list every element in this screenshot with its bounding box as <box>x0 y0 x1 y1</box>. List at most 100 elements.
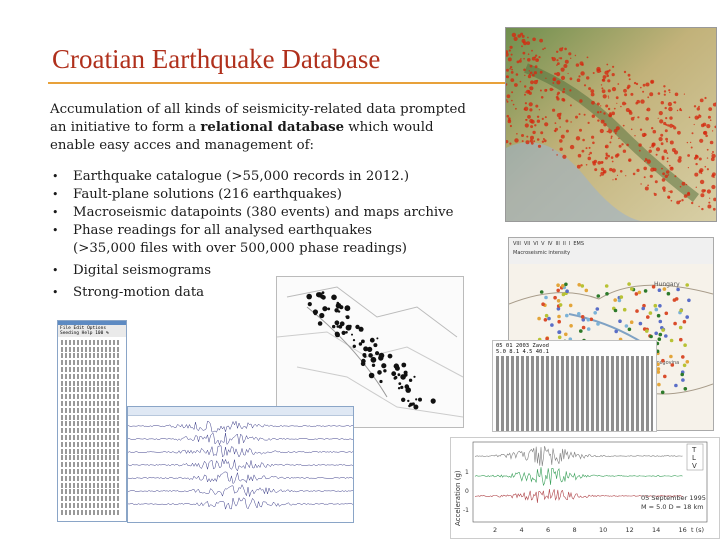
intensity-class: I <box>568 241 571 247</box>
earthquake-dot <box>673 101 677 104</box>
phase-list-row <box>61 441 119 447</box>
intensity-datapoint <box>629 320 634 324</box>
earthquake-dot <box>583 113 586 116</box>
earthquake-dot <box>707 115 711 119</box>
intensity-datapoint <box>678 325 683 330</box>
menu-row-2[interactable]: Seeding Help 100 % <box>60 331 109 336</box>
earthquake-dot <box>551 57 556 62</box>
earthquake-dot <box>666 160 669 163</box>
intensity-datapoint <box>661 358 665 363</box>
earthquake-dot <box>695 162 698 166</box>
earthquake-dot <box>531 73 535 77</box>
earthquake-dot <box>613 128 618 133</box>
earthquake-dot <box>511 68 513 71</box>
fault-plane-marker <box>358 342 363 346</box>
earthquake-dot <box>610 135 613 138</box>
phase-list-row <box>61 448 119 454</box>
epicenter-map <box>505 27 717 222</box>
x-tick-label: 14 <box>652 526 660 534</box>
fault-plane-marker <box>307 302 312 307</box>
earthquake-dot <box>674 175 677 178</box>
earthquake-dot <box>651 127 654 130</box>
earthquake-dot <box>673 126 677 130</box>
earthquake-dot <box>654 180 658 184</box>
fault-plane-marker <box>368 353 373 358</box>
earthquake-dot <box>601 161 604 163</box>
phase-list-row <box>61 407 119 413</box>
earthquake-dot <box>506 100 509 103</box>
earthquake-dot <box>533 71 537 75</box>
earthquake-dot <box>556 97 560 101</box>
intensity-datapoint <box>681 378 685 382</box>
earthquake-dot <box>604 156 608 160</box>
earthquake-dot <box>622 149 627 153</box>
seismogram-trace <box>128 420 353 433</box>
phase-list-row <box>61 380 119 386</box>
earthquake-dot <box>523 57 525 60</box>
earthquake-dot <box>636 168 640 172</box>
earthquake-dot <box>628 78 631 81</box>
x-tick-label: 4 <box>520 526 524 534</box>
list-item: Phase readings for all analysed earthqua… <box>52 222 472 258</box>
intensity-datapoint <box>657 382 661 387</box>
intensity-datapoint <box>673 321 677 326</box>
earthquake-dot <box>668 164 671 167</box>
earthquake-dot <box>561 47 564 49</box>
fault-plane-marker <box>360 361 366 367</box>
intensity-datapoint <box>658 319 663 324</box>
earthquake-dot <box>506 75 508 78</box>
window-titlebar[interactable] <box>58 321 126 325</box>
earthquake-dot <box>686 141 689 144</box>
earthquake-dot <box>614 154 619 158</box>
intensity-class: III <box>555 241 560 247</box>
earthquake-dot <box>592 162 596 166</box>
intensity-datapoint <box>586 317 591 322</box>
earthquake-dot <box>539 38 543 43</box>
earthquake-dot <box>517 34 521 38</box>
earthquake-dot <box>506 99 508 101</box>
intensity-datapoint <box>635 309 639 313</box>
fault-plane-marker <box>408 404 411 408</box>
earthquake-dot <box>699 98 704 103</box>
earthquake-dot <box>596 102 600 106</box>
earthquake-dot <box>556 80 561 85</box>
fault-plane-marker <box>351 333 353 336</box>
earthquake-dot <box>507 119 512 124</box>
earthquake-dot <box>614 178 617 181</box>
earthquake-dot <box>637 116 640 119</box>
intensity-datapoint <box>682 363 687 368</box>
earthquake-dots <box>506 32 716 211</box>
legend-label: Macroseismic intensity <box>513 250 571 256</box>
menu-row-1[interactable]: File Edit Options <box>60 326 107 331</box>
earthquake-dot <box>559 112 562 115</box>
earthquake-dot <box>507 57 512 62</box>
earthquake-dot <box>558 57 560 59</box>
earthquake-dot <box>596 66 601 72</box>
earthquake-dot <box>628 159 631 162</box>
earthquake-dot <box>556 72 561 77</box>
fault-plane-marker <box>341 330 346 335</box>
earthquake-dot <box>532 130 536 135</box>
earthquake-dot <box>591 114 595 118</box>
earthquake-dot <box>579 99 583 103</box>
fault-plane-marker <box>387 353 393 359</box>
earthquake-dot <box>529 64 533 68</box>
fault-plane-marker <box>411 402 415 406</box>
phase-row <box>496 370 653 377</box>
list-item-subtext: (>35,000 files with over 500,000 phase r… <box>73 241 407 256</box>
intensity-datapoint <box>681 355 685 359</box>
earthquake-dot <box>602 75 607 79</box>
x-tick-label: 8 <box>573 526 577 534</box>
earthquake-dot <box>623 88 627 93</box>
earthquake-dot <box>589 151 592 155</box>
fault-plane-marker <box>331 294 337 301</box>
intensity-datapoint <box>565 313 569 318</box>
earthquake-dot <box>667 102 672 107</box>
accelerogram-plot: Acceleration (g) 1 0 -1 T L V 05 Septemb… <box>450 437 720 539</box>
earthquake-dot <box>569 144 575 150</box>
fault-plane-marker <box>336 301 340 305</box>
earthquake-dot <box>607 107 611 111</box>
phase-list-row <box>61 455 119 461</box>
intensity-datapoint <box>656 370 661 374</box>
earthquake-dot <box>610 137 613 139</box>
